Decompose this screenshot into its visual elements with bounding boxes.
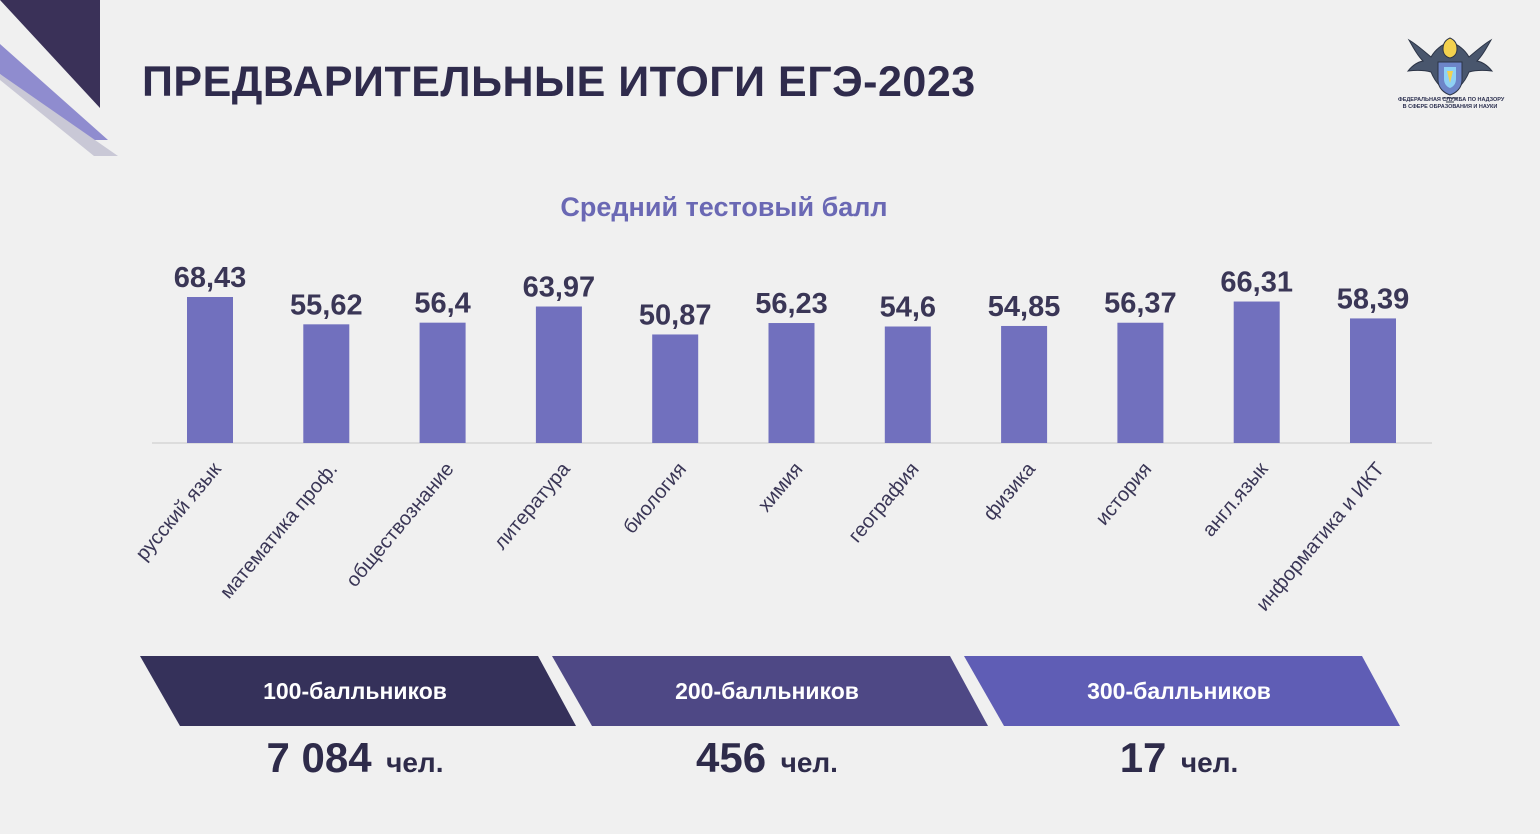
- chart-title: Средний тестовый балл: [560, 192, 888, 222]
- summary-unit-200: чел.: [780, 747, 838, 778]
- summary-label-100: 100-балльников: [263, 678, 447, 704]
- bar-биология: [652, 334, 699, 443]
- category-label-информатика-и-икт: информатика и ИКТ: [1252, 458, 1389, 615]
- category-label-химия: химия: [754, 458, 807, 516]
- summary-unit-100: чел.: [386, 747, 444, 778]
- summary-item-100: 100-балльников 7 084 чел.: [140, 656, 580, 816]
- summary-item-200: 200-балльников 456 чел.: [552, 656, 992, 816]
- logo-caption-line-2: В СФЕРЕ ОБРАЗОВАНИЯ И НАУКИ: [1402, 104, 1498, 110]
- data-label-математика-проф: 55,62: [290, 289, 363, 321]
- data-label-англ-язык: 66,31: [1220, 267, 1293, 299]
- bar-информатика-и-икт: [1350, 318, 1396, 443]
- summary-value-300: 17 чел.: [964, 734, 1394, 782]
- bar-обществознание: [419, 322, 466, 443]
- data-label-литература: 63,97: [523, 272, 596, 304]
- data-label-русский-язык: 68,43: [174, 262, 247, 294]
- data-label-обществознание: 56,4: [414, 288, 470, 320]
- data-label-информатика-и-икт: 58,39: [1337, 283, 1410, 315]
- bar-физика: [1001, 325, 1048, 443]
- category-label-математика-проф: математика проф.: [216, 458, 342, 603]
- summary-banner-300: [964, 656, 1400, 726]
- bar-литература: [535, 306, 582, 443]
- category-label-физика: физика: [979, 458, 1040, 525]
- bar-география: [884, 326, 931, 443]
- logo-caption-line-1: ФЕДЕРАЛЬНАЯ СЛУЖБА ПО НАДЗОРУ: [1398, 97, 1505, 103]
- bar-математика-проф: [303, 324, 350, 443]
- bar-русский-язык: [187, 297, 233, 443]
- bar-англ-язык: [1233, 301, 1280, 443]
- category-label-история: история: [1092, 458, 1157, 529]
- data-label-история: 56,37: [1104, 288, 1177, 320]
- federal-service-logo-icon: [1406, 37, 1494, 103]
- data-label-география: 54,6: [880, 292, 936, 324]
- summary-item-300: 300-балльников 17 чел.: [964, 656, 1404, 816]
- summary-banner-200: [552, 656, 988, 726]
- summary-unit-300: чел.: [1180, 747, 1239, 778]
- category-label-англ-язык: англ.язык: [1198, 458, 1272, 541]
- corner-decoration: [0, 0, 118, 156]
- logo-caption: ФЕДЕРАЛЬНАЯ СЛУЖБА ПО НАДЗОРУ В СФЕРЕ ОБ…: [1398, 97, 1505, 111]
- page-title: ПРЕДВАРИТЕЛЬНЫЕ ИТОГИ ЕГЭ-2023: [142, 58, 976, 106]
- summary-number-300: 17: [1119, 734, 1167, 781]
- data-label-физика: 54,85: [988, 291, 1061, 323]
- category-label-литература: литература: [490, 458, 576, 554]
- category-label-русский-язык: русский язык: [132, 458, 226, 565]
- category-label-биология: биология: [619, 458, 691, 538]
- bar-история: [1117, 322, 1164, 443]
- summary-section: 100-балльников 7 084 чел. 200-балльников…: [140, 656, 1410, 816]
- summary-value-100: 7 084 чел.: [140, 734, 570, 782]
- summary-number-200: 456: [696, 734, 767, 781]
- category-label-обществознание: обществознание: [342, 458, 459, 591]
- data-label-химия: 56,23: [755, 288, 828, 320]
- bar-химия: [768, 323, 815, 443]
- summary-label-200: 200-балльников: [675, 678, 859, 704]
- summary-label-300: 300-балльников: [1087, 678, 1271, 704]
- summary-number-100: 7 084: [266, 734, 372, 781]
- summary-banner-100: [140, 656, 576, 726]
- data-label-биология: 50,87: [639, 299, 712, 331]
- summary-value-200: 456 чел.: [552, 734, 982, 782]
- category-label-география: география: [844, 458, 923, 547]
